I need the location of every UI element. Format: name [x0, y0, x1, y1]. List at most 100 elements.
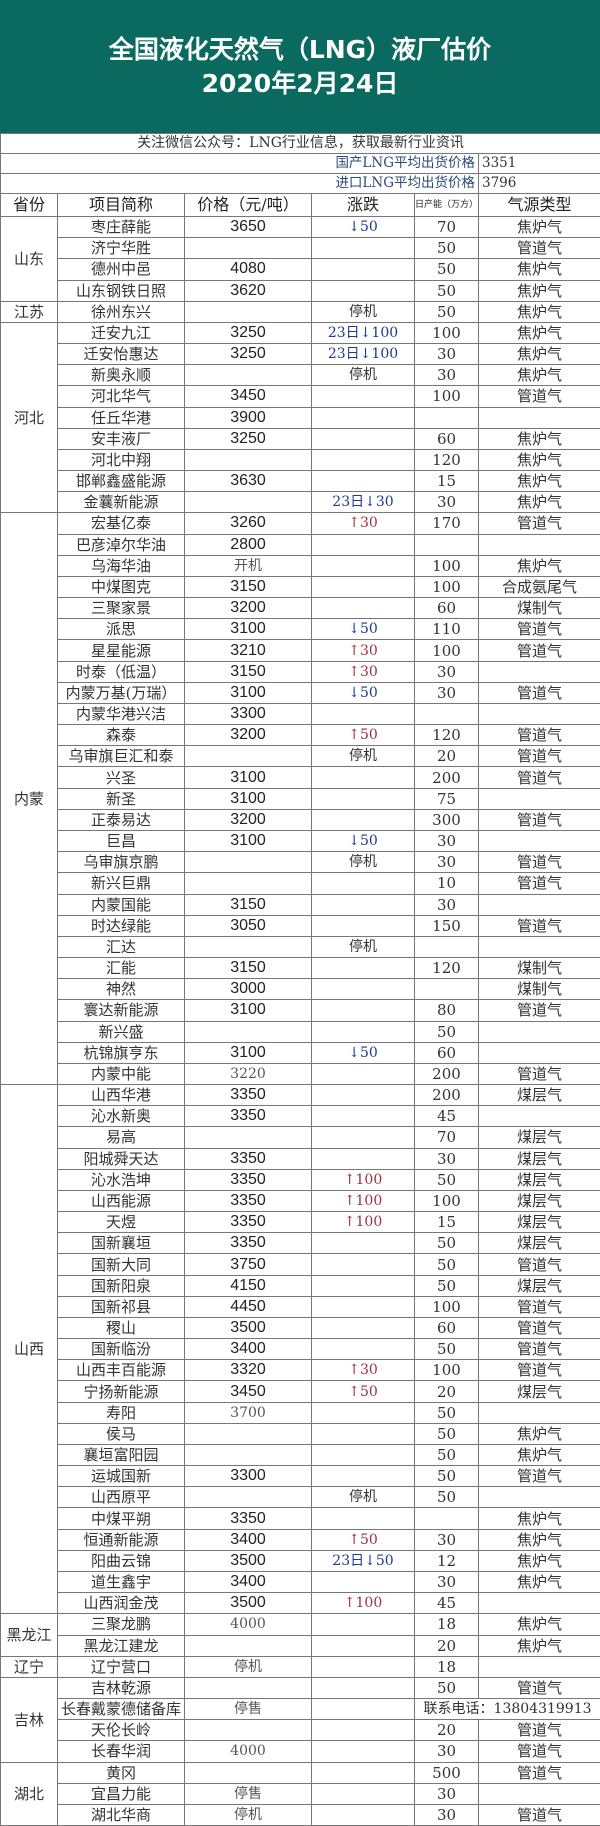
price-cell: 3350 [184, 1211, 312, 1234]
capacity-cell: 300 [414, 808, 479, 831]
gas-type-cell: 管道气 [477, 851, 600, 874]
change-cell: ↑100 [311, 1211, 415, 1234]
project-name: 徐州东兴 [57, 300, 185, 323]
project-name: 新圣 [57, 787, 185, 810]
gas-type-cell: 焦炉气 [477, 1634, 600, 1657]
capacity-cell [414, 978, 479, 1001]
change-cell [311, 1443, 415, 1467]
change-cell [311, 279, 415, 302]
col-price: 价格（元/吨） [184, 193, 312, 217]
change-cell [311, 1084, 415, 1107]
price-cell: 3200 [184, 808, 312, 831]
project-name: 三聚龙鹏 [57, 1613, 185, 1636]
change-cell [311, 1401, 415, 1424]
table-row: 时泰（低温） 3150 ↑30 30 [1, 660, 600, 683]
change-cell [311, 385, 415, 408]
table-row: 稷山 3500 60 管道气 [1, 1316, 600, 1340]
change-amount: 50 [359, 1044, 378, 1061]
capacity-cell: 15 [414, 470, 479, 493]
domestic-avg-label: 国产LNG平均出货价格 [0, 153, 479, 174]
gas-type-cell: 煤层气 [477, 1232, 600, 1255]
price-cell: 3620 [184, 279, 312, 302]
price-cell: 3250 [184, 321, 312, 345]
price-cell [184, 1443, 312, 1467]
change-cell: ↓50 [311, 215, 415, 239]
change-cell [311, 1613, 415, 1636]
capacity-cell: 20 [414, 1719, 479, 1742]
arrow-up-icon: ↑ [348, 1362, 360, 1379]
project-name: 三聚家景 [57, 597, 185, 620]
gas-type-cell: 煤制气 [477, 978, 600, 1001]
price-cell: 3250 [184, 427, 312, 450]
price-cell: 3700 [184, 1401, 312, 1424]
contact-phone: 联系电话：13804319913 [413, 1698, 600, 1721]
project-name: 黑龙江建龙 [57, 1634, 185, 1657]
capacity-cell: 20 [414, 1634, 479, 1657]
change-amount: 50 [375, 1552, 394, 1569]
gas-type-cell: 焦炉气 [477, 1549, 600, 1573]
price-cell [184, 1422, 312, 1445]
price-cell [184, 935, 312, 959]
table-row: 运城国新 3300 50 管道气 [1, 1465, 600, 1488]
change-cell [311, 787, 415, 810]
arrow-down-icon: ↓ [359, 324, 372, 341]
table-row: 内蒙华港兴洁 3300 [1, 702, 600, 726]
capacity-cell: 50 [414, 1020, 479, 1043]
table-row: 黑龙江建龙 20 焦炉气 [1, 1634, 600, 1657]
capacity-cell: 60 [414, 1041, 479, 1064]
price-cell: 3350 [184, 1084, 312, 1107]
change-cell [311, 1761, 415, 1784]
gas-type-cell: 煤层气 [477, 1084, 600, 1107]
col-project: 项目简称 [57, 193, 185, 217]
gas-type-cell [477, 787, 600, 810]
gas-type-cell: 管道气 [477, 1253, 600, 1276]
gas-type-cell: 管道气 [477, 237, 600, 260]
change-amount: 100 [355, 1192, 383, 1209]
project-name: 迁安怡惠达 [57, 343, 185, 366]
change-amount: 50 [359, 684, 378, 701]
project-name: 天煜 [57, 1211, 185, 1234]
project-name: 汇达 [57, 935, 185, 959]
project-name: 中煤平朔 [57, 1507, 185, 1530]
price-cell: 停机 [184, 1655, 312, 1678]
change-cell [311, 1295, 415, 1318]
project-name: 乌审旗巨汇和泰 [57, 745, 185, 768]
price-cell: 3630 [184, 470, 312, 493]
change-amount: 50 [359, 1383, 378, 1400]
price-cell: 3300 [184, 702, 312, 726]
price-cell [184, 491, 312, 514]
table-row: 山西 山西华港 3350 200 煤层气 [0, 1084, 600, 1615]
project-name: 黄冈 [57, 1761, 185, 1784]
gas-type-cell: 焦炉气 [477, 1507, 600, 1530]
price-cell: 3500 [184, 1592, 312, 1615]
project-name: 稷山 [57, 1316, 185, 1340]
gas-type-cell [477, 1592, 600, 1615]
change-cell [311, 1719, 415, 1742]
price-cell: 4450 [184, 1295, 312, 1318]
arrow-down-icon: ↓ [348, 219, 360, 236]
price-cell: 3350 [184, 1507, 312, 1530]
arrow-down-icon: ↓ [348, 833, 360, 850]
table-row: 汇达 停机 [1, 935, 600, 959]
gas-type-cell [477, 1655, 600, 1678]
import-avg-label: 进口LNG平均出货价格 [0, 173, 479, 194]
table-row: 阳曲云锦 3500 23日↓50 12 焦炉气 [1, 1549, 600, 1573]
capacity-cell: 30 [414, 1803, 479, 1826]
province-cell: 辽宁 [0, 1655, 58, 1678]
arrow-up-icon: ↑ [348, 1531, 360, 1548]
province-cell: 内蒙 [0, 512, 58, 1086]
change-cell [311, 1147, 415, 1170]
price-cell: 4080 [184, 258, 312, 281]
change-amount: 100 [355, 1214, 383, 1231]
project-name: 吉林乾源 [57, 1676, 185, 1700]
price-cell: 3100 [184, 999, 312, 1022]
change-cell [311, 872, 415, 895]
project-name: 新奥永顺 [57, 364, 185, 387]
table-row: 恒通新能源 3400 ↑50 30 焦炉气 [1, 1528, 600, 1551]
project-name: 国新阳泉 [57, 1274, 185, 1297]
capacity-cell: 30 [414, 1782, 479, 1805]
capacity-cell: 100 [414, 1359, 479, 1382]
capacity-cell: 30 [414, 1528, 479, 1551]
project-name: 济宁华胜 [57, 237, 185, 260]
price-cell: 3210 [184, 639, 312, 662]
